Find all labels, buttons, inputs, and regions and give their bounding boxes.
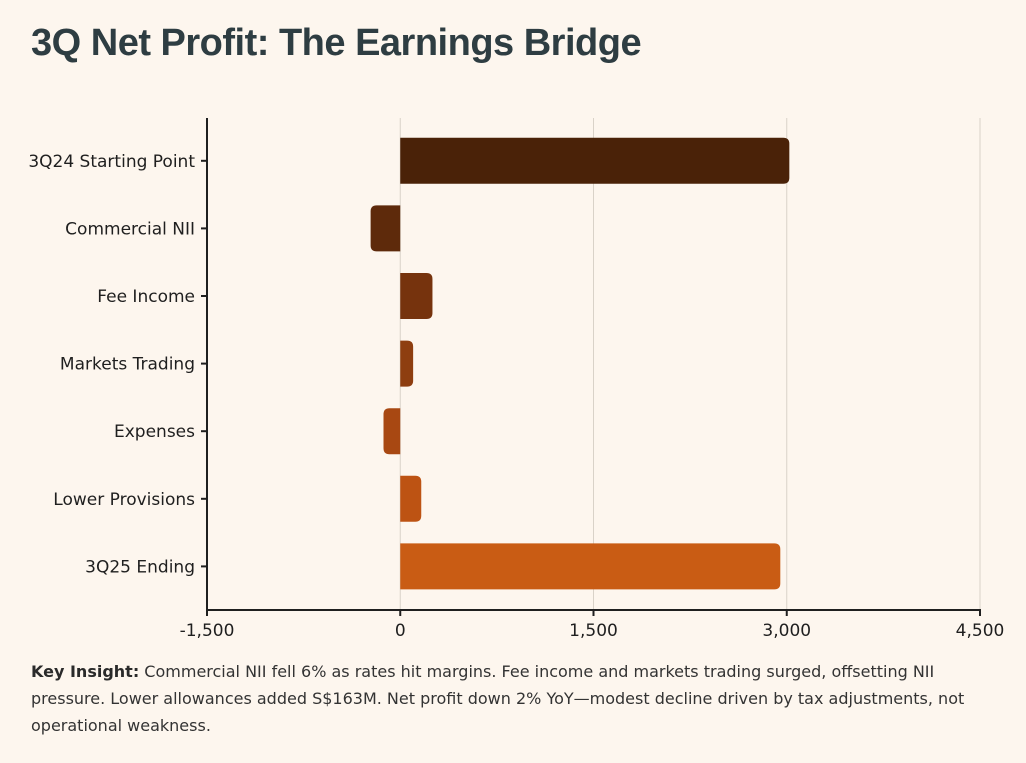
bar xyxy=(400,273,433,319)
x-tick-label: 3,000 xyxy=(762,621,811,641)
x-tick-label: -1,500 xyxy=(180,621,235,641)
y-tick-label: Commercial NII xyxy=(65,219,195,239)
x-tick-label: 1,500 xyxy=(569,621,618,641)
y-tick-label: Lower Provisions xyxy=(53,490,195,510)
page-title: 3Q Net Profit: The Earnings Bridge xyxy=(31,22,642,64)
bar xyxy=(400,137,790,184)
x-tick-label: 4,500 xyxy=(956,621,1005,641)
bar xyxy=(400,475,422,522)
y-tick-label: Markets Trading xyxy=(60,355,195,375)
key-insight-text: Commercial NII fell 6% as rates hit marg… xyxy=(31,662,965,735)
y-tick-label: Fee Income xyxy=(97,287,195,307)
bar xyxy=(370,205,401,252)
y-tick-label: 3Q25 Ending xyxy=(85,557,195,577)
y-tick-label: Expenses xyxy=(114,422,195,442)
key-insight-label: Key Insight: xyxy=(31,662,140,681)
y-tick-label: 3Q24 Starting Point xyxy=(28,152,195,172)
bar xyxy=(400,543,781,590)
key-insight: Key Insight: Commercial NII fell 6% as r… xyxy=(31,658,991,739)
bar xyxy=(383,408,401,455)
x-tick-label: 0 xyxy=(395,621,406,641)
bar xyxy=(400,340,414,387)
earnings-bridge-chart: 3Q24 Starting Point Commercial NII Fee Inc… xyxy=(28,118,1005,641)
